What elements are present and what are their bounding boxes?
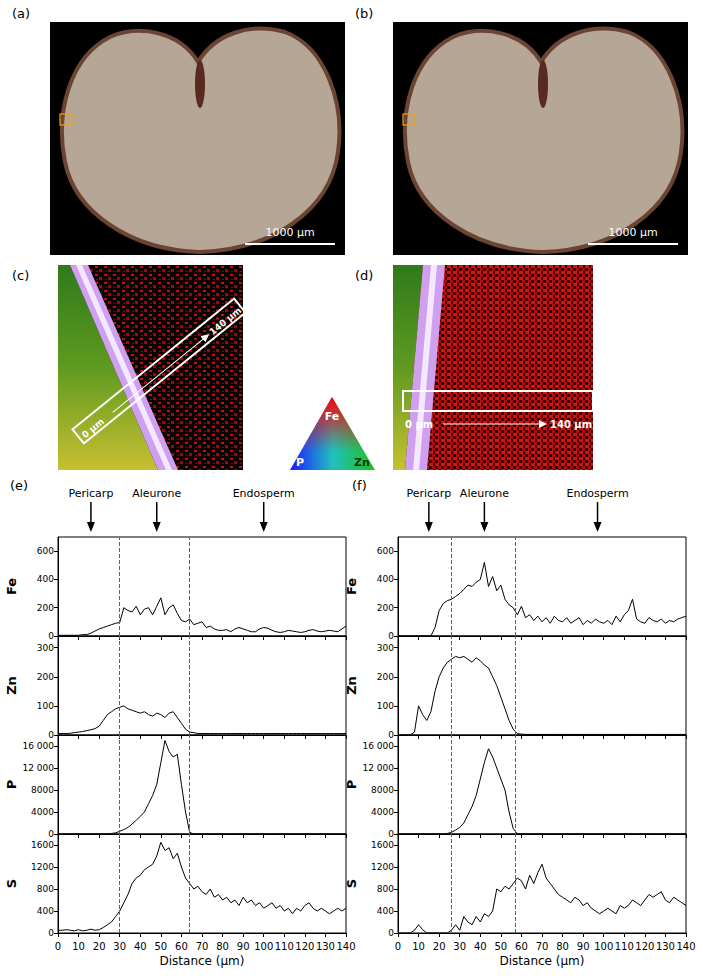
svg-text:120: 120: [295, 941, 314, 952]
svg-text:130: 130: [316, 941, 335, 952]
svg-text:80: 80: [216, 941, 229, 952]
svg-text:8000: 8000: [31, 785, 54, 795]
svg-text:0: 0: [388, 829, 394, 839]
svg-text:4000: 4000: [31, 807, 54, 817]
svg-text:0: 0: [48, 631, 54, 641]
svg-text:0 μm: 0 μm: [80, 416, 106, 440]
svg-text:20: 20: [93, 941, 106, 952]
svg-text:(a): (a): [12, 6, 30, 21]
svg-text:(c): (c): [12, 268, 29, 283]
svg-text:Pericarp: Pericarp: [68, 487, 113, 500]
svg-text:60: 60: [175, 941, 188, 952]
svg-text:30: 30: [453, 941, 466, 952]
svg-text:0: 0: [48, 730, 54, 740]
svg-text:400: 400: [377, 906, 394, 916]
svg-text:50: 50: [154, 941, 167, 952]
svg-text:110: 110: [615, 941, 634, 952]
svg-text:140: 140: [336, 941, 355, 952]
svg-text:(e): (e): [10, 478, 28, 493]
svg-text:0: 0: [48, 928, 54, 938]
svg-text:(b): (b): [355, 6, 373, 21]
svg-text:300: 300: [377, 643, 394, 653]
svg-text:Distance (μm): Distance (μm): [160, 954, 245, 968]
svg-text:130: 130: [656, 941, 675, 952]
svg-text:8000: 8000: [371, 785, 394, 795]
svg-text:80: 80: [556, 941, 569, 952]
svg-text:1000 μm: 1000 μm: [608, 226, 657, 239]
svg-text:100: 100: [377, 701, 394, 711]
svg-text:120: 120: [635, 941, 654, 952]
svg-text:16 000: 16 000: [23, 741, 55, 751]
svg-text:1000 μm: 1000 μm: [265, 226, 314, 239]
svg-text:40: 40: [474, 941, 487, 952]
svg-text:12 000: 12 000: [23, 763, 55, 773]
svg-text:140 μm: 140 μm: [207, 305, 243, 337]
svg-text:Endosperm: Endosperm: [566, 487, 628, 500]
svg-text:4000: 4000: [371, 807, 394, 817]
svg-text:200: 200: [377, 672, 394, 682]
svg-text:400: 400: [37, 906, 54, 916]
svg-text:0: 0: [388, 730, 394, 740]
svg-text:200: 200: [37, 603, 54, 613]
svg-text:Fe: Fe: [344, 578, 359, 595]
svg-text:(f): (f): [352, 478, 367, 493]
svg-text:Endosperm: Endosperm: [233, 487, 295, 500]
svg-text:1200: 1200: [31, 862, 54, 872]
svg-text:140 μm: 140 μm: [550, 419, 592, 430]
svg-text:400: 400: [377, 574, 394, 584]
svg-text:300: 300: [37, 643, 54, 653]
svg-text:Aleurone: Aleurone: [460, 487, 509, 500]
svg-text:0: 0: [48, 829, 54, 839]
svg-text:Distance (μm): Distance (μm): [500, 954, 585, 968]
svg-text:Pericarp: Pericarp: [406, 487, 451, 500]
svg-text:P: P: [4, 780, 19, 790]
svg-text:90: 90: [577, 941, 590, 952]
svg-text:800: 800: [37, 884, 54, 894]
svg-text:90: 90: [237, 941, 250, 952]
svg-text:60: 60: [515, 941, 528, 952]
svg-text:S: S: [344, 879, 359, 888]
svg-text:200: 200: [37, 672, 54, 682]
svg-text:10: 10: [412, 941, 425, 952]
svg-text:140: 140: [676, 941, 695, 952]
svg-text:30: 30: [113, 941, 126, 952]
svg-text:12 000: 12 000: [363, 763, 395, 773]
svg-text:S: S: [4, 879, 19, 888]
svg-text:20: 20: [433, 941, 446, 952]
svg-text:70: 70: [536, 941, 549, 952]
svg-text:16 000: 16 000: [363, 741, 395, 751]
svg-text:Zn: Zn: [4, 676, 19, 695]
svg-text:0: 0: [55, 941, 61, 952]
svg-text:100: 100: [594, 941, 613, 952]
svg-text:Zn: Zn: [354, 456, 370, 469]
svg-text:110: 110: [275, 941, 294, 952]
svg-text:10: 10: [72, 941, 85, 952]
svg-text:0: 0: [388, 928, 394, 938]
svg-text:200: 200: [377, 603, 394, 613]
svg-text:Fe: Fe: [325, 410, 340, 423]
svg-text:50: 50: [494, 941, 507, 952]
svg-text:Aleurone: Aleurone: [132, 487, 181, 500]
svg-text:(d): (d): [355, 268, 373, 283]
svg-text:100: 100: [37, 701, 54, 711]
svg-text:100: 100: [254, 941, 273, 952]
svg-text:Zn: Zn: [344, 676, 359, 695]
svg-text:800: 800: [377, 884, 394, 894]
svg-text:P: P: [344, 780, 359, 790]
svg-text:1600: 1600: [31, 840, 54, 850]
svg-text:400: 400: [37, 574, 54, 584]
svg-text:0: 0: [388, 631, 394, 641]
svg-text:40: 40: [134, 941, 147, 952]
svg-text:1600: 1600: [371, 840, 394, 850]
svg-text:70: 70: [196, 941, 209, 952]
svg-text:Fe: Fe: [4, 578, 19, 595]
svg-text:1200: 1200: [371, 862, 394, 872]
svg-text:600: 600: [377, 546, 394, 556]
svg-text:0 μm: 0 μm: [405, 419, 433, 430]
svg-text:600: 600: [37, 546, 54, 556]
svg-text:P: P: [296, 456, 304, 469]
svg-text:0: 0: [395, 941, 401, 952]
